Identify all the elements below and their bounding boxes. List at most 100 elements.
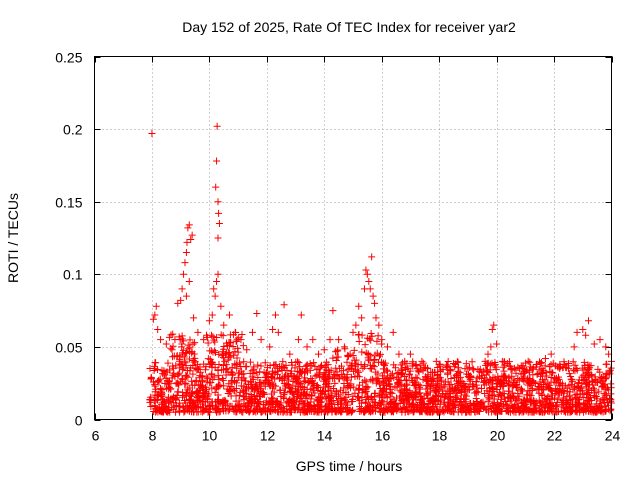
- data-point: [518, 375, 526, 383]
- data-point: [424, 365, 432, 373]
- data-point: [346, 350, 354, 358]
- data-point: [238, 330, 246, 338]
- data-point: [347, 398, 355, 406]
- data-point: [500, 382, 508, 390]
- data-point: [162, 340, 170, 348]
- data-point: [330, 371, 338, 379]
- data-point: [423, 405, 431, 413]
- data-point: [430, 397, 438, 405]
- data-point: [504, 406, 512, 414]
- data-point: [255, 399, 263, 407]
- y-tick-label: 0.05: [55, 340, 82, 356]
- data-point: [229, 343, 237, 351]
- data-point: [339, 367, 347, 375]
- x-tick-label: 8: [149, 428, 157, 444]
- data-point: [402, 405, 410, 413]
- data-point: [550, 374, 558, 382]
- data-point: [268, 394, 276, 402]
- data-point: [442, 361, 450, 369]
- data-point: [182, 371, 190, 379]
- data-point: [376, 350, 384, 358]
- data-point: [529, 371, 537, 379]
- data-point: [219, 366, 227, 374]
- plot-frame: [94, 56, 612, 420]
- x-tick-label: 14: [317, 428, 333, 444]
- data-point: [182, 249, 190, 257]
- data-point: [305, 378, 313, 386]
- data-point: [516, 407, 524, 415]
- data-point: [208, 347, 216, 355]
- data-point: [280, 301, 288, 309]
- data-point: [262, 376, 270, 384]
- data-point: [410, 382, 418, 390]
- data-point: [582, 331, 590, 339]
- data-point: [316, 369, 324, 377]
- data-point: [538, 391, 546, 399]
- data-point: [223, 365, 231, 373]
- data-point: [227, 352, 235, 360]
- data-point: [495, 402, 503, 410]
- data-point: [280, 407, 288, 415]
- data-point: [515, 407, 523, 415]
- data-point: [586, 400, 594, 408]
- data-point: [416, 389, 424, 397]
- data-point: [171, 336, 179, 344]
- data-point: [536, 401, 544, 409]
- data-point: [190, 350, 198, 358]
- data-point: [178, 365, 186, 373]
- data-point: [285, 382, 293, 390]
- data-point: [359, 378, 367, 386]
- data-point: [219, 332, 227, 340]
- data-point: [331, 379, 339, 387]
- data-point: [487, 343, 495, 351]
- data-point: [204, 355, 212, 363]
- data-point: [306, 360, 314, 368]
- data-point: [588, 386, 596, 394]
- data-point: [540, 380, 548, 388]
- data-point: [257, 336, 265, 344]
- data-point: [211, 364, 219, 372]
- data-point: [519, 408, 527, 416]
- data-point: [220, 382, 228, 390]
- data-point: [435, 360, 443, 368]
- y-tick-label: 0: [75, 413, 83, 429]
- data-point: [160, 403, 168, 411]
- data-point: [204, 339, 212, 347]
- data-point: [595, 388, 603, 396]
- data-point: [329, 374, 337, 382]
- data-point: [268, 374, 276, 382]
- data-point: [401, 357, 409, 365]
- data-point: [377, 408, 385, 416]
- data-point: [490, 395, 498, 403]
- data-point: [481, 374, 489, 382]
- data-point: [315, 350, 323, 358]
- data-point: [446, 385, 454, 393]
- data-point: [242, 389, 250, 397]
- data-point: [188, 377, 196, 385]
- data-point: [326, 336, 334, 344]
- data-point: [446, 365, 454, 373]
- data-point: [396, 394, 404, 402]
- data-point: [214, 371, 222, 379]
- data-point: [548, 395, 556, 403]
- data-point: [520, 402, 528, 410]
- data-point: [606, 366, 614, 374]
- data-point: [355, 337, 363, 345]
- data-point: [406, 350, 414, 358]
- data-point: [307, 392, 315, 400]
- data-point: [351, 373, 359, 381]
- data-point: [290, 373, 298, 381]
- data-point: [214, 270, 222, 278]
- data-point: [587, 362, 595, 370]
- data-point: [186, 336, 194, 344]
- data-point: [215, 209, 223, 217]
- data-point: [398, 408, 406, 416]
- data-point: [341, 345, 349, 353]
- data-point: [593, 378, 601, 386]
- data-point: [554, 395, 562, 403]
- data-point: [347, 380, 355, 388]
- data-point: [147, 373, 155, 381]
- data-point: [276, 386, 284, 394]
- data-point: [350, 346, 358, 354]
- data-point: [333, 406, 341, 414]
